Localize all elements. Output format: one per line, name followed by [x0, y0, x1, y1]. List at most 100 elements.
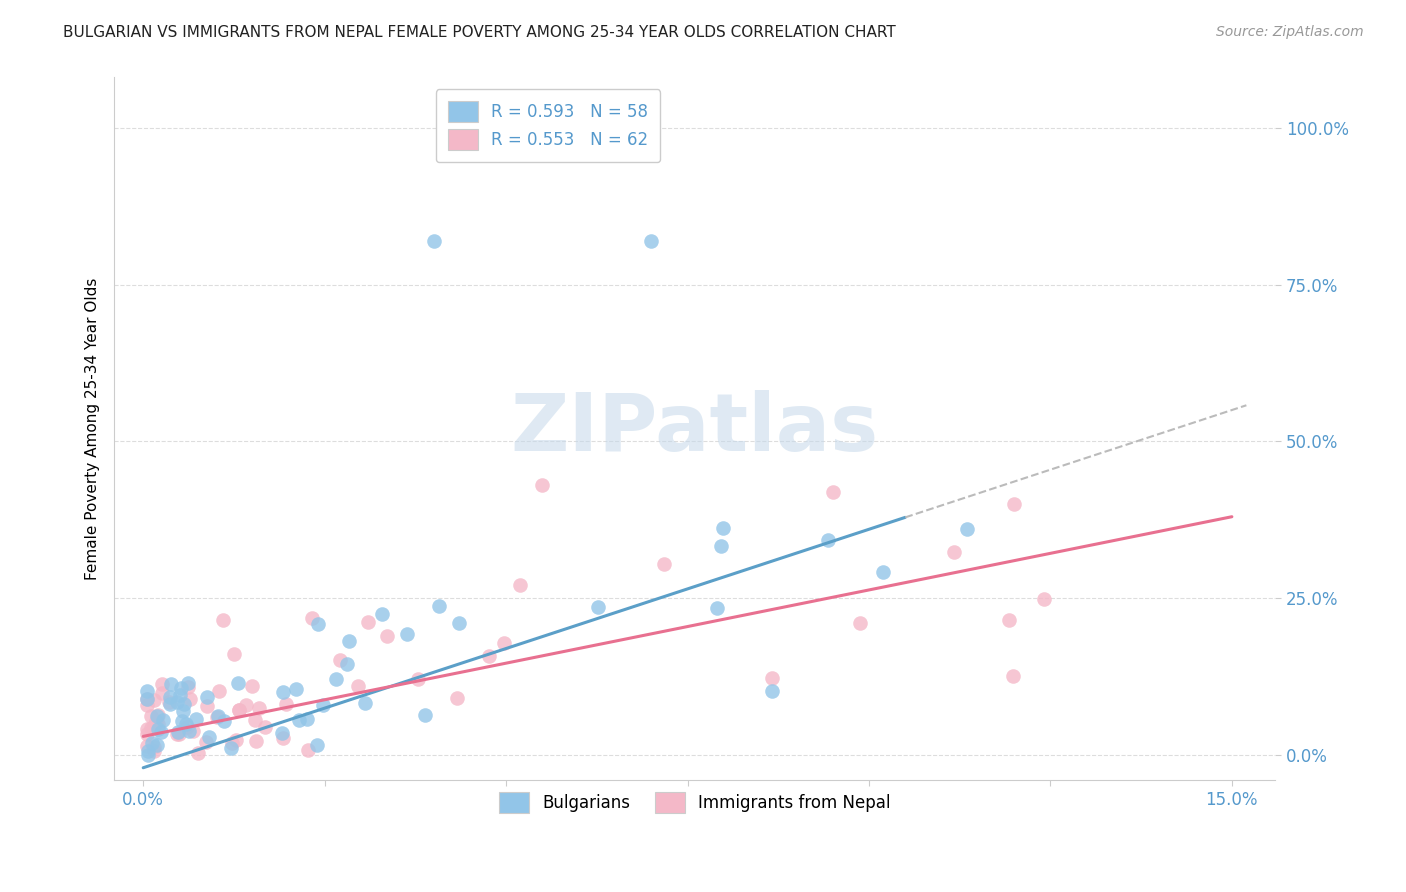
Point [135, 739, 157, 753]
Point [135, 698, 157, 712]
Point [150, 725, 173, 739]
Point [336, 657, 359, 672]
Point [219, 741, 242, 756]
Text: ZIPatlas: ZIPatlas [510, 390, 879, 468]
Point [307, 616, 329, 631]
Point [221, 736, 243, 750]
Point [170, 681, 193, 696]
Point [179, 691, 201, 706]
Point [181, 724, 204, 739]
Point [447, 616, 470, 631]
Point [943, 545, 966, 559]
Point [212, 714, 235, 729]
Point [243, 713, 266, 727]
Point [172, 704, 194, 718]
Point [186, 712, 208, 726]
Point [135, 722, 157, 736]
Point [253, 720, 276, 734]
Point [297, 743, 319, 757]
Point [152, 713, 174, 727]
Point [159, 698, 181, 712]
Point [761, 671, 783, 685]
Point [146, 739, 169, 753]
Point [150, 686, 173, 700]
Point [245, 733, 267, 747]
Point [159, 690, 181, 704]
Point [284, 682, 307, 697]
Point [142, 743, 165, 757]
Point [240, 679, 263, 693]
Point [271, 685, 294, 699]
Point [307, 738, 329, 752]
Point [152, 677, 174, 691]
Point [301, 611, 323, 625]
Point [135, 692, 157, 706]
Point [353, 696, 375, 710]
Point [406, 672, 429, 686]
Point [413, 708, 436, 723]
Point [375, 630, 398, 644]
Point [492, 635, 515, 649]
Point [148, 716, 170, 731]
Point [274, 697, 297, 711]
Point [640, 234, 662, 248]
Point [225, 732, 247, 747]
Point [329, 653, 352, 667]
Point [1001, 669, 1024, 683]
Point [143, 740, 166, 755]
Point [173, 697, 195, 711]
Point [143, 692, 166, 706]
Point [195, 699, 218, 714]
Point [160, 677, 183, 691]
Point [710, 539, 733, 553]
Point [174, 717, 197, 731]
Point [142, 719, 165, 733]
Point [955, 522, 977, 536]
Point [652, 558, 675, 572]
Point [228, 703, 250, 717]
Point [167, 725, 190, 739]
Point [166, 695, 188, 709]
Point [207, 708, 229, 723]
Point [197, 690, 219, 704]
Y-axis label: Female Poverty Among 25-34 Year Olds: Female Poverty Among 25-34 Year Olds [86, 277, 100, 580]
Point [136, 748, 159, 763]
Point [198, 731, 221, 745]
Point [427, 599, 450, 613]
Point [446, 690, 468, 705]
Point [821, 484, 844, 499]
Point [817, 533, 839, 547]
Point [395, 627, 418, 641]
Point [295, 712, 318, 726]
Point [224, 647, 246, 661]
Point [325, 672, 347, 686]
Point [422, 234, 444, 248]
Point [761, 684, 783, 698]
Text: Source: ZipAtlas.com: Source: ZipAtlas.com [1216, 25, 1364, 39]
Point [177, 680, 200, 694]
Point [872, 565, 894, 579]
Legend: Bulgarians, Immigrants from Nepal: Bulgarians, Immigrants from Nepal [486, 780, 903, 825]
Point [287, 714, 309, 728]
Point [141, 709, 163, 723]
Point [337, 634, 360, 648]
Point [141, 736, 163, 750]
Point [172, 714, 194, 728]
Point [145, 714, 167, 729]
Point [135, 726, 157, 740]
Point [176, 720, 198, 734]
Point [346, 679, 368, 693]
Point [208, 684, 231, 698]
Point [194, 734, 217, 748]
Point [169, 727, 191, 741]
Point [205, 710, 228, 724]
Point [179, 723, 201, 738]
Point [478, 648, 501, 663]
Point [187, 746, 209, 760]
Point [145, 709, 167, 723]
Point [371, 607, 394, 621]
Text: BULGARIAN VS IMMIGRANTS FROM NEPAL FEMALE POVERTY AMONG 25-34 YEAR OLDS CORRELAT: BULGARIAN VS IMMIGRANTS FROM NEPAL FEMAL… [63, 25, 896, 40]
Point [141, 721, 163, 735]
Point [1002, 497, 1025, 511]
Point [247, 701, 270, 715]
